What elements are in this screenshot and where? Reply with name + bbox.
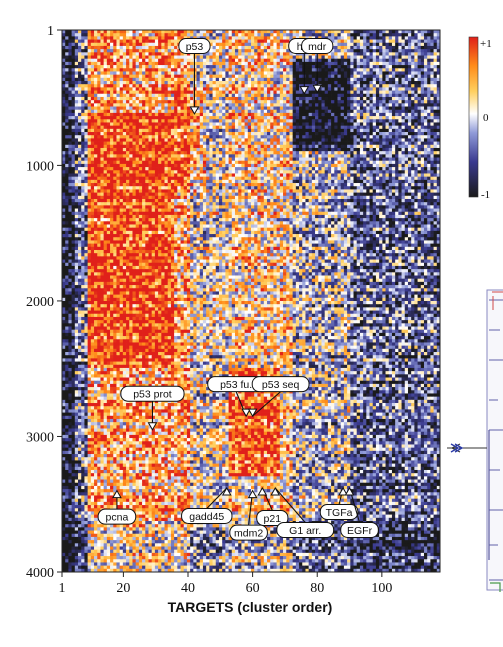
callout-p53-seq: p53 seq (247, 376, 310, 418)
x-tick-label-20: 20 (116, 581, 130, 596)
y-tick-label-2000: 2000 (26, 295, 54, 310)
y-axis: 1 1000 2000 3000 4000 (26, 24, 62, 581)
colorbar-min-label: -1 (481, 189, 490, 201)
x-tick-label-100: 100 (371, 581, 392, 596)
colorbar (468, 36, 479, 198)
callout-p53-fu-: p53 fu. (207, 376, 266, 418)
callout-pcna: pcna (97, 489, 137, 525)
colorbar-mid-label: 0 (483, 112, 489, 124)
x-axis-title: TARGETS (cluster order) (168, 599, 333, 615)
y-tick-label-4000: 4000 (26, 566, 54, 581)
x-axis: 1 20 40 60 80 100 (59, 572, 392, 596)
callout-tgfa: TGFa (319, 486, 359, 520)
x-tick-label-1: 1 (59, 581, 66, 596)
x-tick-label-80: 80 (310, 581, 324, 596)
y-tick-label-1000: 1000 (26, 159, 54, 174)
callout-g1-arr-: G1 arr. (270, 486, 335, 538)
x-tick-label-60: 60 (246, 581, 260, 596)
callout-mdm2: mdm2 (229, 489, 268, 541)
callout-mdr: mdr (301, 38, 334, 94)
y-tick-label-1: 1 (47, 24, 54, 39)
y-tick-label-3000: 3000 (26, 430, 54, 445)
colorbar-max-label: +1 (480, 38, 492, 50)
callout-gadd45: gadd45 (181, 486, 233, 524)
heatmap-cells (62, 30, 441, 573)
callout-p53: p53 (178, 38, 211, 115)
callout-egfr: EGFr (340, 486, 379, 538)
callout-p53-prot: p53 prot (120, 385, 185, 431)
x-tick-label-40: 40 (181, 581, 195, 596)
callout-p21: p21 (256, 486, 289, 526)
dendrogram-fragment (447, 289, 503, 592)
